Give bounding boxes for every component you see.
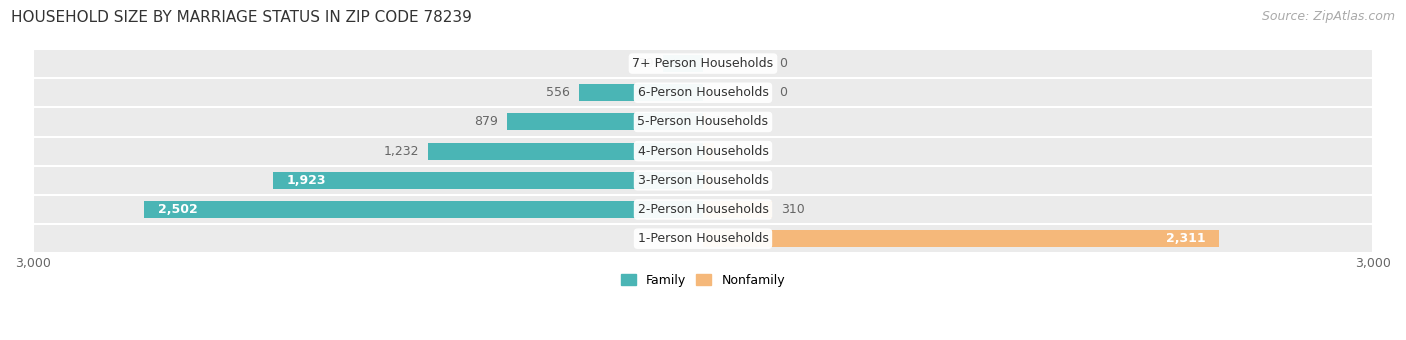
Text: 1,923: 1,923 [287, 174, 326, 187]
Text: 7+ Person Households: 7+ Person Households [633, 57, 773, 70]
Text: 879: 879 [474, 116, 498, 129]
Text: 179: 179 [630, 57, 654, 70]
Bar [145, 201, 703, 218]
Text: 12: 12 [714, 116, 730, 129]
Bar [703, 172, 711, 189]
Text: 6-Person Households: 6-Person Households [637, 86, 769, 99]
Text: 0: 0 [779, 57, 787, 70]
Bar [32, 137, 1374, 166]
Text: 35: 35 [720, 174, 735, 187]
Text: 1,232: 1,232 [384, 144, 419, 158]
Bar [427, 143, 703, 159]
Bar [32, 49, 1374, 78]
Bar [703, 201, 772, 218]
Bar [579, 84, 703, 101]
Text: 556: 556 [546, 86, 569, 99]
Bar [506, 114, 703, 131]
Text: 0: 0 [779, 86, 787, 99]
Text: 2-Person Households: 2-Person Households [637, 203, 769, 216]
Text: 49: 49 [723, 144, 738, 158]
Text: 1-Person Households: 1-Person Households [637, 232, 769, 245]
Bar [32, 195, 1374, 224]
Text: 310: 310 [782, 203, 804, 216]
Text: HOUSEHOLD SIZE BY MARRIAGE STATUS IN ZIP CODE 78239: HOUSEHOLD SIZE BY MARRIAGE STATUS IN ZIP… [11, 10, 472, 25]
Bar [703, 143, 714, 159]
Bar [32, 78, 1374, 107]
Text: 2,502: 2,502 [157, 203, 197, 216]
Text: 4-Person Households: 4-Person Households [637, 144, 769, 158]
Text: Source: ZipAtlas.com: Source: ZipAtlas.com [1261, 10, 1395, 23]
Bar [274, 172, 703, 189]
Bar [32, 166, 1374, 195]
Bar [703, 114, 706, 131]
Text: 5-Person Households: 5-Person Households [637, 116, 769, 129]
Bar [664, 55, 703, 72]
Bar [703, 230, 1219, 247]
Bar [32, 107, 1374, 137]
Text: 2,311: 2,311 [1166, 232, 1206, 245]
Bar [32, 224, 1374, 253]
Text: 3-Person Households: 3-Person Households [637, 174, 769, 187]
Legend: Family, Nonfamily: Family, Nonfamily [616, 269, 790, 292]
